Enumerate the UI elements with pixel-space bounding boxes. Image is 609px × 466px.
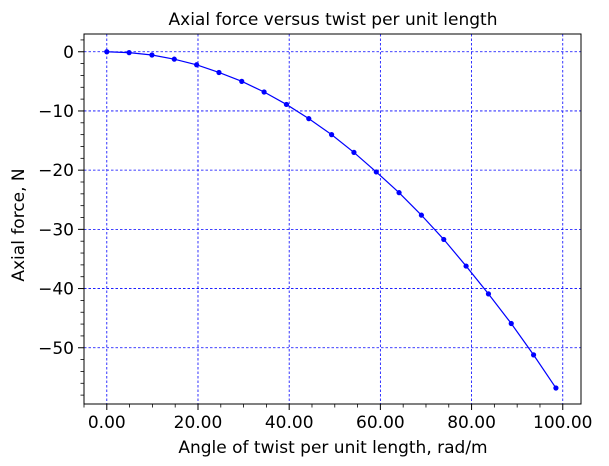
data-point (261, 89, 267, 95)
x-tick-label: 20.00 (174, 413, 223, 433)
x-tick-label: 40.00 (265, 413, 314, 433)
data-point (530, 352, 537, 358)
data-point (396, 190, 402, 196)
x-tick-label: 100.00 (533, 413, 592, 433)
y-axis-label: Axial force, N (9, 168, 29, 281)
chart-title: Axial force versus twist per unit length (169, 10, 498, 30)
data-point (239, 78, 245, 84)
data-point (441, 236, 447, 243)
data-point (149, 52, 155, 58)
x-tick-label: 60.00 (356, 413, 405, 433)
y-tick-label: 0 (63, 43, 74, 63)
data-point (194, 62, 200, 68)
data-point (104, 49, 110, 55)
data-point (418, 212, 425, 218)
data-point (351, 149, 357, 155)
data-point (328, 132, 335, 138)
data-point (216, 69, 222, 76)
y-tick-label: −50 (38, 339, 74, 359)
data-point (463, 263, 469, 269)
x-tick-label: 80.00 (447, 413, 496, 433)
y-tick-label: −20 (38, 161, 74, 181)
data-point (126, 50, 132, 56)
data-point (171, 56, 177, 62)
data-point (508, 320, 514, 327)
y-tick-label: −40 (38, 280, 74, 300)
data-point (283, 101, 290, 108)
plot-frame (83, 33, 582, 405)
data-point (306, 116, 312, 122)
y-tick-label: −10 (38, 102, 74, 122)
plot-area: 0.00 20.00 40.00 60.00 80.00 100.00 0 −10 −20 −30… (38, 33, 593, 433)
data-point (485, 291, 492, 297)
x-tick-label: 0.00 (88, 413, 126, 433)
y-tick-label: −30 (38, 220, 74, 240)
x-axis-label: Angle of twist per unit length, rad/m (178, 438, 487, 458)
data-point (553, 385, 559, 391)
data-point (373, 169, 379, 175)
